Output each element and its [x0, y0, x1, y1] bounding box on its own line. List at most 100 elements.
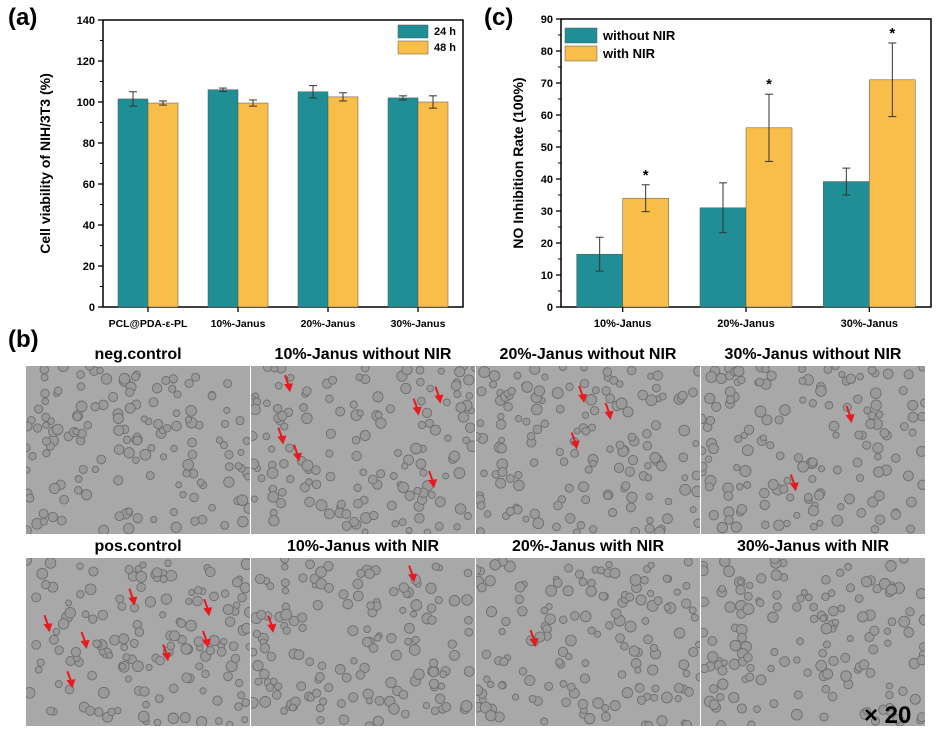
cell	[505, 506, 515, 516]
cell	[306, 693, 315, 702]
cell	[75, 400, 88, 413]
cell	[280, 558, 290, 564]
cell	[155, 655, 165, 666]
cell	[132, 660, 144, 673]
cell	[125, 387, 135, 397]
cell	[793, 511, 801, 519]
cell	[674, 695, 682, 703]
cell	[741, 444, 754, 457]
cell	[368, 643, 379, 653]
cell	[241, 698, 250, 707]
cell	[551, 387, 564, 400]
cell	[449, 649, 460, 661]
cell	[707, 651, 719, 663]
cell	[526, 432, 536, 441]
micrograph-image	[701, 558, 925, 726]
red-arrow-head	[434, 394, 444, 404]
cell	[605, 393, 616, 404]
cell	[743, 481, 752, 489]
cell	[94, 707, 104, 717]
cell	[209, 591, 219, 602]
cell	[609, 376, 619, 385]
cell	[182, 469, 191, 478]
cell	[115, 594, 125, 604]
cell	[793, 453, 804, 463]
cell	[720, 659, 728, 667]
cell	[715, 372, 727, 385]
cell	[223, 406, 231, 414]
cell	[349, 400, 358, 409]
cell	[362, 688, 374, 700]
cell	[513, 505, 523, 515]
micrograph-title: pos.control	[94, 538, 182, 555]
chart-a-cell-viability: 0 20 40 60 80 100 120 140 Cell viability of NIH/…	[37, 15, 464, 330]
cell	[279, 458, 289, 469]
bar-24-h	[387, 97, 419, 308]
y-axis-label: Cell viability of NIH/3T3 (%)	[37, 73, 53, 253]
cell	[40, 373, 49, 382]
cell	[277, 410, 288, 421]
cell	[743, 424, 755, 435]
cell	[557, 646, 569, 658]
cell	[296, 681, 307, 692]
bar-48-h	[417, 101, 449, 308]
cell	[678, 659, 690, 671]
cell	[36, 658, 45, 667]
cell	[293, 649, 305, 661]
red-arrow-head	[203, 607, 213, 617]
cell	[169, 508, 178, 517]
cell	[42, 436, 51, 446]
cell	[431, 562, 440, 571]
cell	[513, 479, 525, 492]
cell	[98, 399, 109, 411]
cell	[867, 366, 877, 375]
cell	[495, 419, 507, 430]
cell	[828, 420, 840, 432]
cell	[766, 441, 775, 450]
x-tick-label: PCL@PDA-ε-PL	[109, 318, 188, 330]
cell	[463, 512, 472, 521]
cell	[769, 558, 781, 564]
cell	[884, 639, 892, 647]
cell	[735, 482, 744, 491]
cell	[96, 366, 104, 375]
cell	[85, 366, 95, 371]
cell	[879, 428, 890, 438]
legend-label: 24 h	[434, 26, 456, 38]
cell	[512, 693, 520, 701]
cell	[36, 567, 49, 580]
cell	[47, 511, 59, 523]
cell	[364, 721, 374, 726]
cell	[182, 458, 195, 471]
cell	[552, 522, 561, 532]
cell	[434, 693, 446, 704]
cell	[808, 399, 817, 408]
cell	[181, 672, 192, 683]
cell	[453, 467, 466, 479]
cell	[341, 509, 352, 519]
cell	[885, 682, 894, 690]
y-tick-label: 10	[541, 270, 553, 282]
cell-texture	[26, 558, 250, 726]
cell	[356, 569, 366, 578]
cell	[513, 371, 522, 380]
y-tick-label: 90	[541, 14, 553, 26]
cell	[770, 569, 782, 581]
cell	[222, 604, 234, 615]
cell	[394, 448, 402, 457]
cell	[385, 676, 397, 689]
cell	[522, 515, 530, 523]
cell	[756, 573, 767, 584]
cell	[759, 487, 770, 499]
cell	[759, 499, 770, 511]
y-tick-label: 20	[83, 261, 95, 273]
cell	[916, 655, 925, 666]
cell	[524, 674, 536, 687]
bar-48-h	[327, 96, 359, 308]
cell	[645, 492, 653, 501]
cell	[372, 715, 384, 726]
cell	[585, 394, 597, 406]
cell	[280, 422, 289, 431]
cell	[602, 367, 613, 377]
cell	[167, 712, 179, 724]
